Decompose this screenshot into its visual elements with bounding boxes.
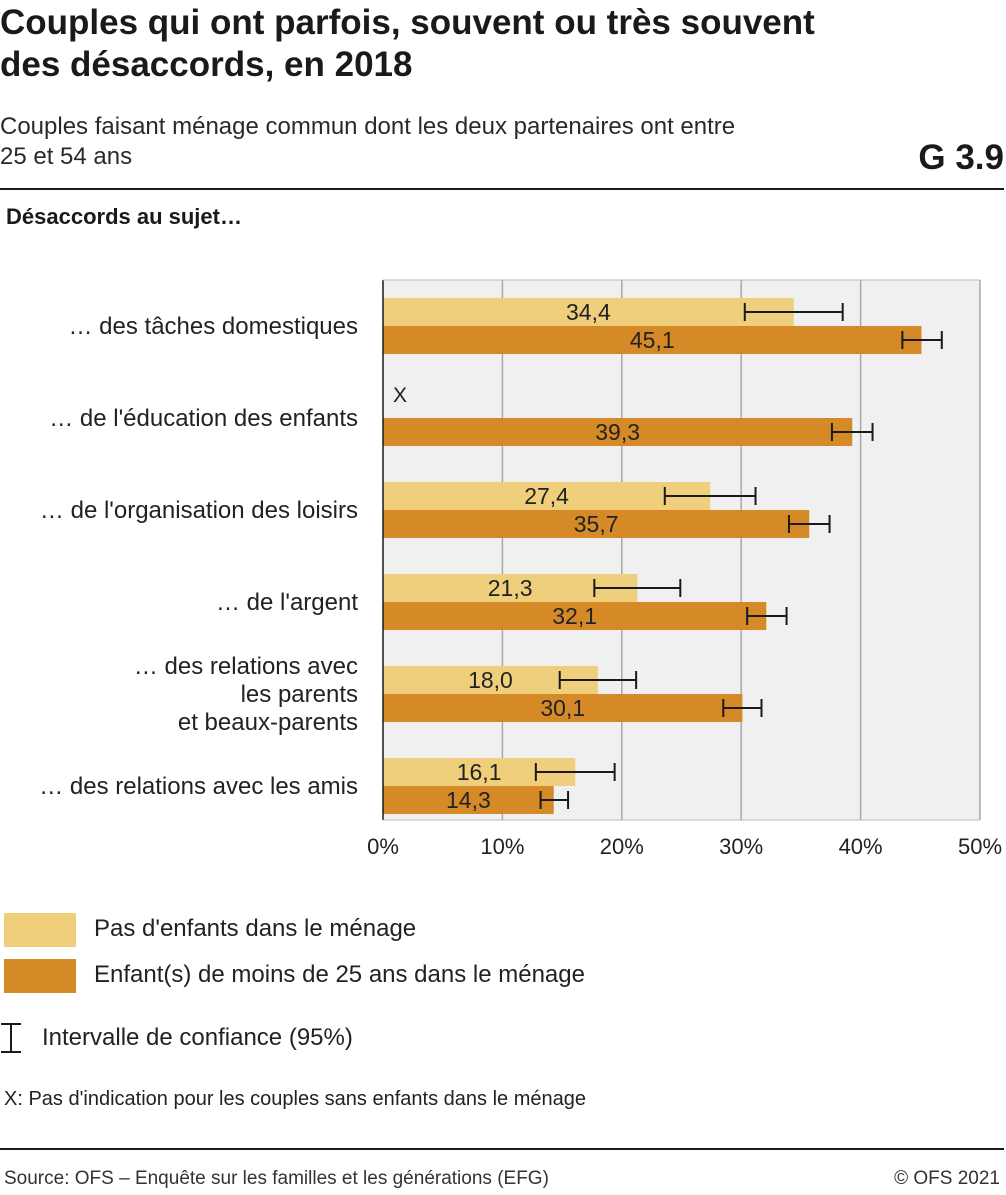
chart-subtitle: Couples faisant ménage commun dont les d…: [0, 112, 880, 172]
bar: [383, 786, 554, 814]
data-label: 32,1: [552, 603, 597, 629]
graphic-number: G 3.9: [918, 138, 1004, 177]
category-label: … de l'organisation des loisirs: [40, 497, 358, 524]
data-label: 35,7: [574, 511, 619, 537]
bar: [383, 482, 711, 510]
legend-item-confidence-interval: Intervalle de confiance (95%): [0, 1020, 500, 1054]
chart-subtitle-line-2: 25 et 54 ans: [0, 143, 133, 170]
category-label: … des relations avec les amis: [39, 773, 358, 800]
data-label: 16,1: [457, 759, 502, 785]
x-tick-label: 30%: [719, 834, 763, 859]
source-text: Source: OFS – Enquête sur les familles e…: [4, 1168, 549, 1189]
chart-subtitle-line-1: Couples faisant ménage commun dont les d…: [0, 113, 736, 140]
footnote: X: Pas d'indication pour les couples san…: [4, 1088, 586, 1110]
legend-label-children: Enfant(s) de moins de 25 ans dans le mén…: [94, 961, 585, 988]
data-label: 34,4: [566, 299, 611, 325]
bar: [383, 694, 743, 722]
category-label: et beaux-parents: [178, 709, 358, 736]
legend-label-no-children: Pas d'enfants dans le ménage: [94, 915, 417, 942]
data-label: 30,1: [540, 695, 585, 721]
legend-swatch-no-children: [4, 913, 76, 947]
x-tick-label: 40%: [839, 834, 883, 859]
x-tick-label: 10%: [480, 834, 524, 859]
data-label: X: [393, 384, 407, 407]
data-label: 39,3: [595, 419, 640, 445]
bar: [383, 418, 853, 446]
bar: [383, 602, 767, 630]
data-label: 14,3: [446, 787, 491, 813]
data-label: 27,4: [524, 483, 569, 509]
category-label: … des relations avec: [134, 653, 358, 680]
bar: [383, 298, 794, 326]
data-label: 45,1: [630, 327, 675, 353]
legend-label-confidence-interval: Intervalle de confiance (95%): [42, 1024, 353, 1051]
chart-title-line-2: des désaccords, en 2018: [0, 45, 413, 84]
section-label: Désaccords au sujet…: [6, 204, 242, 229]
data-label: 18,0: [468, 667, 513, 693]
bar: [383, 326, 922, 354]
chart-title: Couples qui ont parfois, souvent ou très…: [0, 2, 960, 86]
header-divider: [0, 188, 1004, 190]
legend-swatch-children: [4, 959, 76, 993]
chart-title-line-1: Couples qui ont parfois, souvent ou très…: [0, 3, 815, 42]
category-label: … de l'éducation des enfants: [49, 405, 358, 432]
category-label: … de l'argent: [216, 589, 358, 616]
plot-background: [383, 280, 980, 820]
copyright-text: © OFS 2021: [894, 1168, 1000, 1189]
error-bar-icon: [1, 1023, 21, 1053]
footer-divider: [0, 1148, 1004, 1150]
category-label: … des tâches domestiques: [69, 313, 359, 340]
category-label: les parents: [241, 681, 358, 708]
bar: [383, 510, 810, 538]
x-tick-label: 0%: [367, 834, 399, 859]
x-tick-label: 50%: [958, 834, 1002, 859]
x-tick-label: 20%: [600, 834, 644, 859]
data-label: 21,3: [488, 575, 533, 601]
bar-chart: 0% 10% 20% 30% 40% 50% … des tâches domestique…: [39, 279, 1002, 859]
